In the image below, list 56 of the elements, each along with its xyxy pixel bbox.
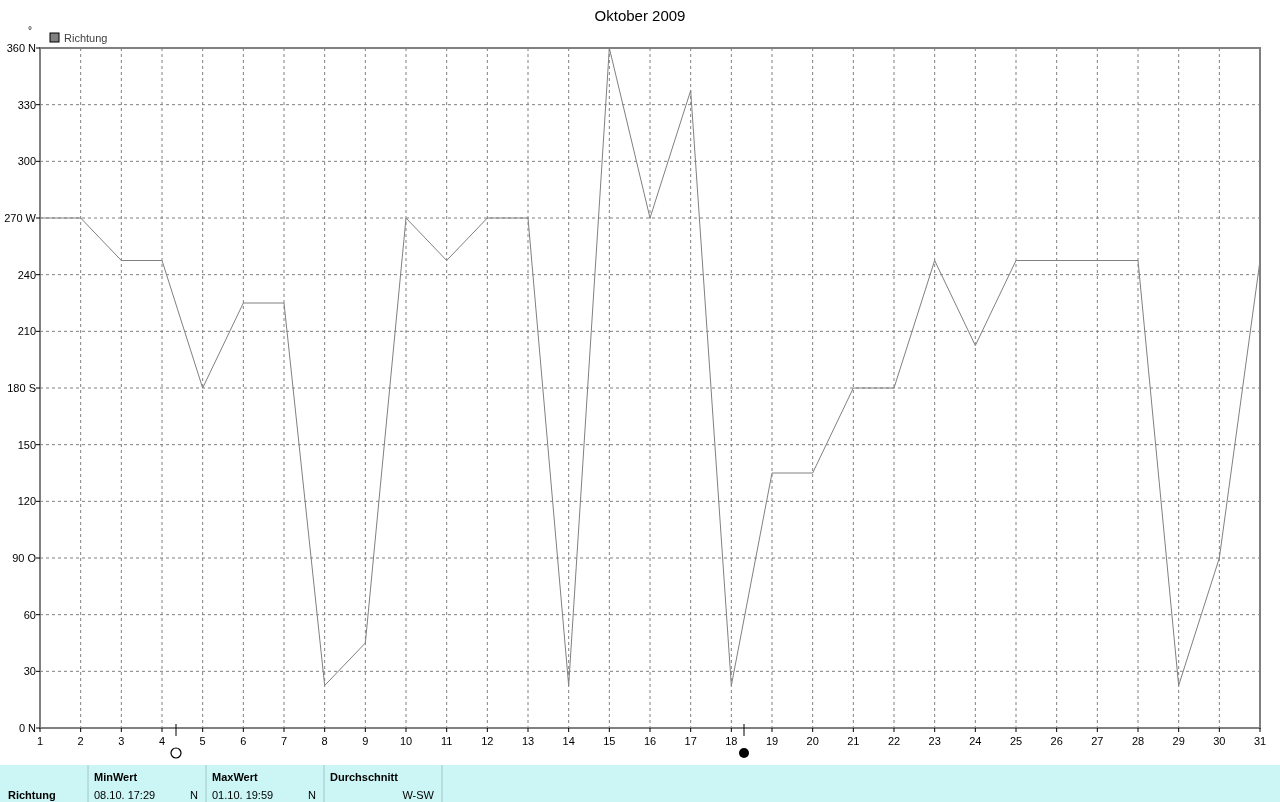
x-tick-label: 2	[77, 735, 84, 747]
y-tick-label: 120	[17, 495, 36, 508]
x-tick-label: 16	[643, 735, 657, 747]
x-tick-label: 23	[928, 735, 941, 747]
y-axis-title: °	[28, 25, 32, 36]
text: 01.10. 19:59	[212, 789, 274, 801]
x-tick-label: 21	[847, 735, 860, 747]
x-tick-label: 18	[725, 735, 738, 747]
x-tick-label: 9	[362, 735, 369, 747]
y-tick-label: 360 N	[6, 42, 37, 54]
legend-label: Richtung	[64, 32, 108, 44]
x-tick-label: 3	[118, 735, 125, 747]
y-tick-label: 270 W	[4, 212, 37, 224]
x-tick-label: 13	[521, 735, 535, 747]
y-tick-label: 30	[23, 665, 36, 678]
x-tick-label: 20	[806, 735, 819, 747]
x-tick-label: 15	[603, 735, 616, 747]
y-tick-label: 330	[17, 98, 36, 111]
text: MaxWert	[212, 771, 258, 783]
x-tick-label: 19	[765, 735, 779, 747]
x-tick-label: 4	[158, 735, 166, 747]
text: Richtung	[8, 789, 56, 801]
x-tick-label: 22	[887, 735, 901, 747]
x-tick-label: 25	[1009, 735, 1023, 747]
y-tick-label: 180 S	[7, 382, 36, 394]
text: N	[190, 789, 199, 801]
x-tick-label: 29	[1172, 735, 1185, 747]
x-tick-label: 30	[1213, 735, 1226, 747]
x-tick-label: 6	[240, 735, 247, 747]
text: Durchschnitt	[330, 771, 399, 783]
x-tick-label: 12	[481, 735, 494, 747]
y-tick-label: 240	[17, 268, 36, 281]
x-tick-label: 26	[1050, 735, 1063, 747]
x-tick-label: 1	[36, 735, 44, 747]
x-tick-label: 24	[969, 735, 982, 747]
x-tick-label: 11	[440, 735, 453, 747]
x-tick-label: 17	[684, 735, 697, 747]
y-tick-label: 210	[17, 325, 36, 338]
y-tick-label: 0 N	[18, 722, 37, 734]
y-tick-label: 150	[17, 438, 36, 451]
x-tick-label: 27	[1091, 735, 1104, 747]
x-tick-label: 7	[280, 735, 288, 747]
y-tick-label: 60	[23, 608, 36, 621]
x-tick-label: 14	[562, 735, 575, 747]
x-tick-label: 10	[399, 735, 413, 747]
text: MinWert	[94, 771, 138, 783]
text: N	[308, 789, 317, 801]
x-tick-label: 8	[321, 735, 328, 747]
y-tick-label: 300	[17, 155, 36, 168]
y-tick-label: 90 O	[12, 552, 37, 564]
x-tick-label: 28	[1131, 735, 1145, 747]
text: W-SW	[402, 789, 435, 801]
x-tick-label: 31	[1253, 735, 1267, 747]
x-tick-label: 5	[199, 735, 206, 747]
chart-title: Oktober 2009	[594, 7, 686, 24]
text: 08.10. 17:29	[94, 789, 156, 801]
